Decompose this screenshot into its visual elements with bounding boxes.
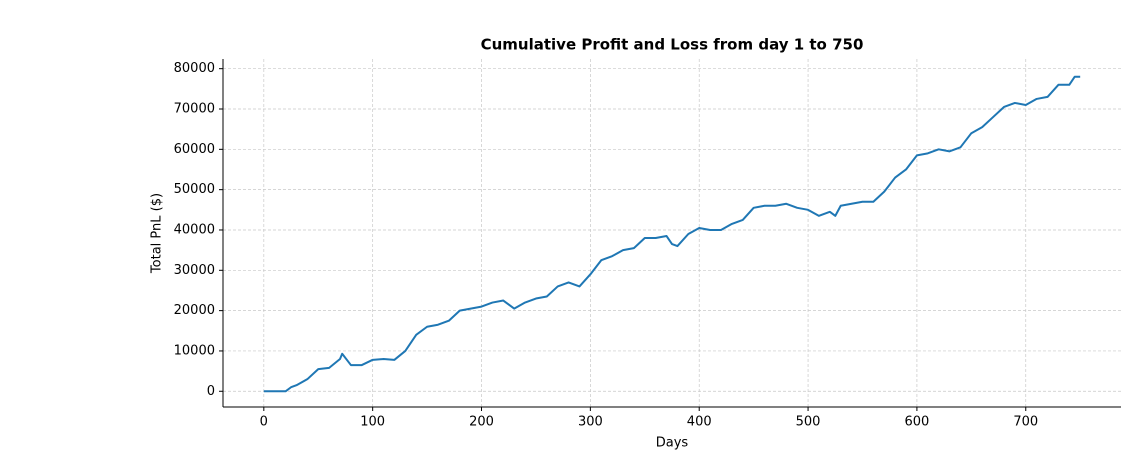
x-tick-label: 600 (904, 415, 929, 430)
x-tick-label: 500 (796, 415, 821, 430)
y-tick-label: 50000 (174, 182, 215, 197)
x-tick-label: 200 (469, 415, 494, 430)
x-tick-label: 100 (360, 415, 385, 430)
x-tick-label: 0 (260, 415, 268, 430)
chart-title: Cumulative Profit and Loss from day 1 to… (481, 36, 864, 54)
y-tick-label: 10000 (174, 343, 215, 358)
y-tick-label: 70000 (174, 102, 215, 117)
y-tick-label: 20000 (174, 303, 215, 318)
y-tick-label: 0 (207, 384, 215, 399)
y-tick-label: 40000 (174, 222, 215, 237)
x-axis-label: Days (656, 436, 689, 451)
x-tick-label: 300 (578, 415, 603, 430)
y-tick-label: 80000 (174, 61, 215, 76)
x-tick-label: 400 (687, 415, 712, 430)
x-tick-label: 700 (1013, 415, 1038, 430)
y-tick-label: 60000 (174, 142, 215, 157)
line-series (263, 75, 1081, 393)
y-axis-label: Total PnL ($) (150, 193, 165, 274)
y-tick-label: 30000 (174, 263, 215, 278)
